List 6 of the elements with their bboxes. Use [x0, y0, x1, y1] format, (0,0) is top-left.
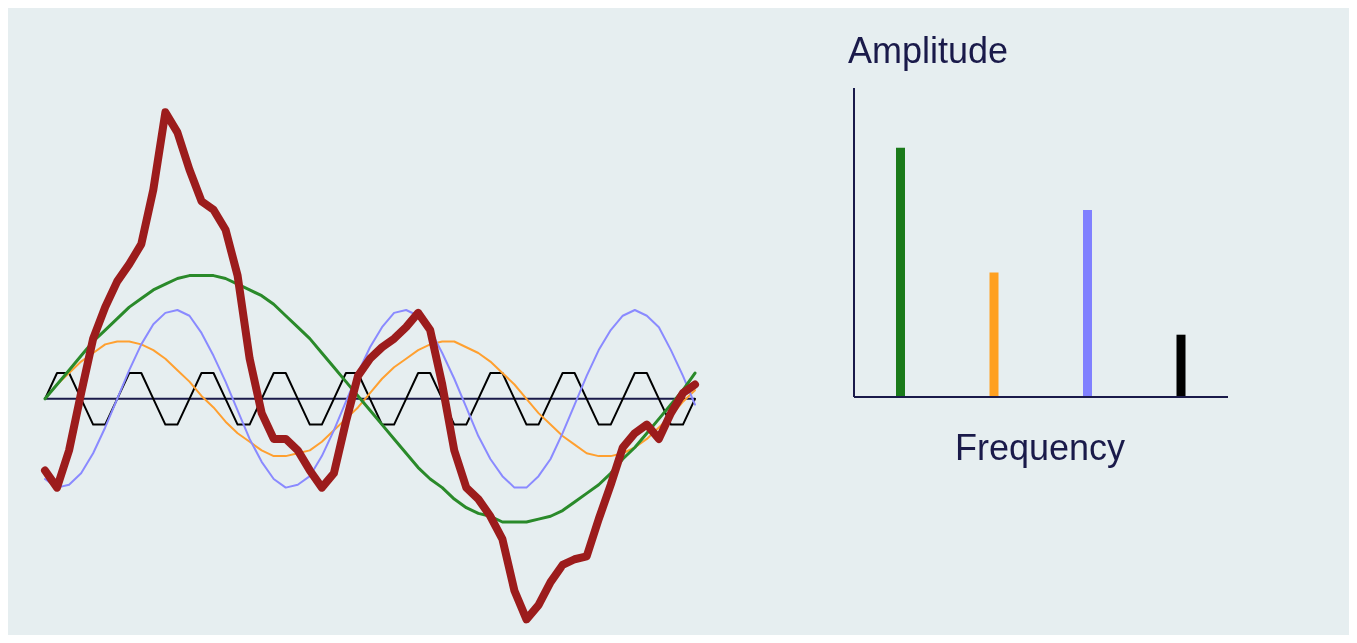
bar — [989, 272, 999, 397]
y-axis-title: Amplitude — [848, 30, 1009, 72]
bar — [1083, 210, 1092, 397]
bar — [896, 147, 905, 397]
x-axis-title: Frequency — [955, 427, 1126, 469]
bar — [1176, 334, 1186, 397]
